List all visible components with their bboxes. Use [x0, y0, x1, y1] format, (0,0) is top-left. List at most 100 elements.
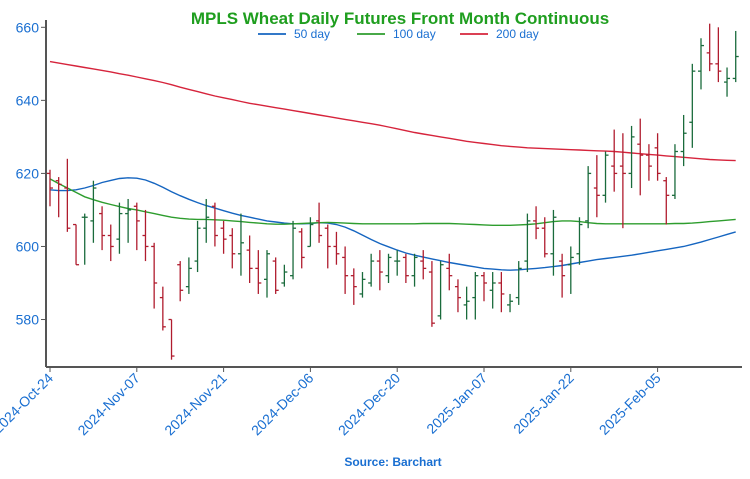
ohlc-bar	[420, 250, 427, 280]
ohlc-bar	[90, 180, 97, 243]
ohlc-bar	[342, 246, 349, 294]
legend: 50 day 100 day 200 day	[258, 27, 539, 41]
ohlc-bar	[645, 144, 652, 181]
legend-item: 50 day	[258, 27, 330, 41]
y-tick-label: 600	[16, 238, 40, 254]
ohlc-bar	[350, 268, 357, 305]
ohlc-bar	[125, 198, 132, 243]
ohlc-bar	[602, 151, 609, 203]
ohlc-bar	[637, 118, 644, 196]
legend-item: 200 day	[460, 27, 539, 41]
ohlc-bar	[689, 63, 696, 148]
ohlc-bar	[64, 158, 71, 232]
ohlc-bar	[177, 261, 184, 302]
ohlc-bar	[715, 27, 722, 83]
ohlc-bar	[385, 253, 392, 283]
ohlc-bar	[73, 223, 80, 266]
ohlc-bar	[168, 318, 175, 360]
y-tick-label: 620	[16, 165, 40, 181]
x-axis-ticks: 2024-Oct-24 2024-Nov-07 2024-Nov-21 2024-De…	[0, 367, 664, 438]
ohlc-bar	[116, 202, 123, 254]
ohlc-bar	[255, 250, 262, 294]
ohlc-bar	[619, 133, 626, 229]
ohlc-bar	[446, 253, 453, 291]
ohlc-bar	[298, 228, 305, 269]
ohlc-bar	[359, 272, 366, 298]
ohlc-bar	[376, 250, 383, 291]
ohlc-bar	[428, 261, 435, 327]
x-tick-label: 2024-Nov-21	[161, 370, 230, 439]
ohlc-bar	[211, 202, 218, 247]
ohlc-bar	[220, 220, 227, 254]
ohlc-bar	[663, 177, 670, 225]
ohlc-bar	[107, 224, 114, 262]
legend-label: 200 day	[496, 27, 539, 41]
ohlc-bar	[698, 38, 704, 90]
y-tick-label: 660	[16, 19, 40, 35]
x-tick-label: 2025-Feb-05	[596, 370, 664, 438]
axes	[45, 20, 742, 368]
ohlc-bar	[324, 224, 331, 269]
ohlc-bar	[437, 261, 444, 320]
ohlc-bar	[159, 286, 166, 331]
ohlc-bar	[307, 217, 314, 248]
ohlc-bar	[611, 129, 618, 192]
ohlc-bar	[732, 30, 739, 83]
y-tick-label: 640	[16, 92, 40, 108]
ohlc-bar	[724, 67, 731, 97]
ohlc-bar	[237, 213, 244, 276]
ohlc-bar	[628, 125, 635, 189]
ohlc-bar	[99, 206, 106, 251]
ohlc-bar	[507, 293, 514, 313]
legend-label: 50 day	[294, 27, 330, 41]
ohlc-bar	[541, 217, 548, 258]
ohlc-bar	[81, 213, 88, 265]
ohlc-bar	[481, 272, 487, 302]
ohlc-bar	[680, 114, 687, 167]
ohlc-bar	[229, 228, 236, 269]
ohlc-bar	[593, 155, 600, 218]
ohlc-bar	[454, 279, 461, 313]
ohlc-bar	[654, 133, 661, 181]
ohlc-bar	[142, 209, 149, 262]
ohlc-bar	[489, 272, 496, 309]
ohlc-bar	[281, 264, 288, 287]
x-tick-label: 2025-Jan-07	[423, 370, 490, 437]
ohlc-bar	[524, 213, 531, 273]
ohlc-bar	[290, 220, 297, 280]
ohlc-bar	[203, 198, 210, 243]
x-tick-label: 2024-Dec-06	[248, 370, 317, 439]
ohlc-bar	[671, 144, 678, 199]
legend-item: 100 day	[357, 27, 436, 41]
x-tick-label: 2024-Oct-24	[0, 370, 56, 436]
ohlc-bar	[706, 23, 713, 72]
ohlc-bar	[333, 231, 340, 265]
x-tick-label: 2024-Nov-07	[74, 370, 143, 439]
ohlc-bar	[264, 250, 270, 298]
ohlc-bar	[272, 257, 279, 294]
ohlc-bar	[185, 257, 192, 294]
ohlc-bar	[402, 253, 409, 283]
ohlc-bar	[463, 286, 470, 320]
series-line-100-day	[49, 178, 736, 227]
ohlc-bar	[133, 202, 140, 251]
ohlc-bar	[55, 177, 62, 218]
series-line-50-day	[49, 177, 736, 271]
ohlc-bar	[194, 220, 201, 273]
ohlc-bar	[472, 272, 479, 320]
ohlc-bar	[533, 206, 540, 240]
ohlc-bar	[316, 202, 323, 243]
ohlc-bar	[368, 253, 375, 287]
ohlc-bars	[47, 23, 739, 360]
ohlc-bar	[550, 209, 557, 276]
ohlc-bar	[151, 242, 158, 309]
x-tick-label: 2025-Jan-22	[510, 370, 577, 437]
ohlc-bar	[411, 253, 418, 287]
series-line-200-day	[49, 60, 736, 162]
legend-label: 100 day	[393, 27, 436, 41]
ohlc-bar	[567, 246, 574, 294]
chart-title: MPLS Wheat Daily Futures Front Month Con…	[191, 9, 609, 28]
ohlc-bar	[559, 253, 566, 298]
x-tick-label: 2024-Dec-20	[335, 370, 404, 439]
